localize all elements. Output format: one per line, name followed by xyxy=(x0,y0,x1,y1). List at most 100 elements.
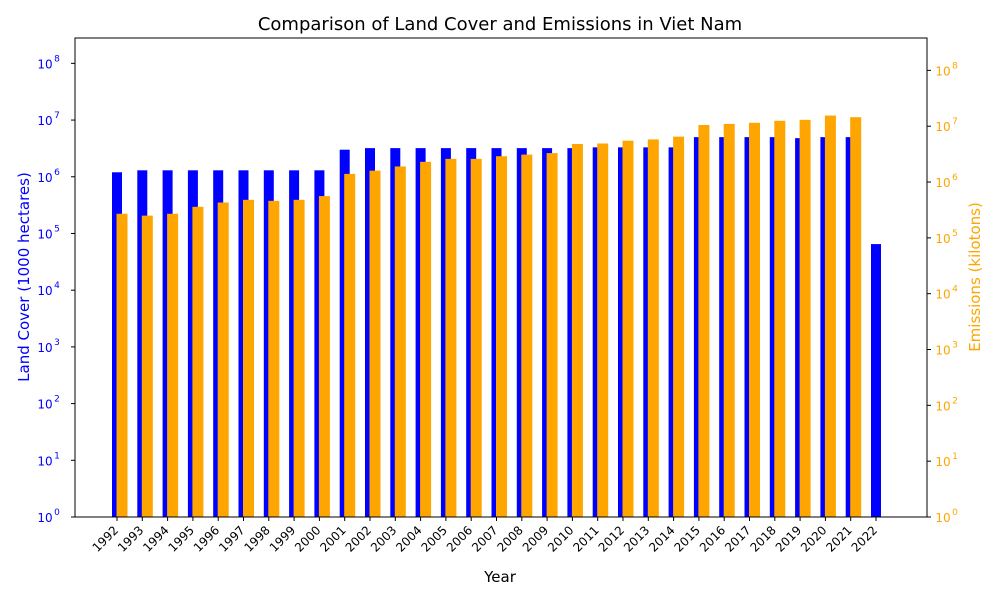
right-tick-label: 10 xyxy=(935,344,950,358)
x-tick-label: 1998 xyxy=(241,523,272,554)
right-tick-exponent: 4 xyxy=(952,285,958,295)
left-tick-label: 10 xyxy=(37,511,52,525)
right-tick-exponent: 2 xyxy=(952,396,958,406)
left-tick-label: 10 xyxy=(37,114,52,128)
x-tick-label: 2020 xyxy=(798,523,829,554)
x-tick-label: 2007 xyxy=(469,523,500,554)
x-tick-label: 2005 xyxy=(419,523,450,554)
right-tick-exponent: 1 xyxy=(952,452,958,462)
x-tick-label: 2000 xyxy=(292,523,323,554)
y-axis-label-left: Land Cover (1000 hectares) xyxy=(15,172,33,382)
emissions-bar-2021 xyxy=(850,117,862,517)
emissions-bar-2003 xyxy=(394,166,406,517)
x-tick-label: 2008 xyxy=(494,523,525,554)
right-tick-exponent: 7 xyxy=(952,117,958,127)
x-axis-label: Year xyxy=(483,568,517,586)
x-tick-label: 1994 xyxy=(140,523,171,554)
emissions-bar-2015 xyxy=(698,125,710,517)
left-tick-exponent: 8 xyxy=(54,54,60,64)
emissions-bar-2007 xyxy=(496,156,507,517)
right-tick-label: 10 xyxy=(935,455,950,469)
x-tick-label: 2012 xyxy=(596,523,627,554)
plot-frame xyxy=(74,37,928,518)
left-tick-label: 10 xyxy=(37,341,52,355)
left-tick-label: 10 xyxy=(37,284,52,298)
x-tick-label: 2006 xyxy=(444,523,475,554)
left-tick-label: 10 xyxy=(37,398,52,412)
emissions-bar-2013 xyxy=(647,139,659,517)
y-axis-label-right: Emissions (kilotons) xyxy=(966,202,984,352)
x-tick-label: 1993 xyxy=(115,523,146,554)
x-tick-label: 2017 xyxy=(722,523,753,554)
emissions-bar-2009 xyxy=(546,153,558,517)
emissions-bar-2012 xyxy=(622,140,634,517)
emissions-bar-2020 xyxy=(824,115,836,517)
emissions-bar-2006 xyxy=(470,158,482,518)
x-tick-label: 1995 xyxy=(166,523,197,554)
emissions-bar-1998 xyxy=(268,200,280,517)
emissions-bar-2008 xyxy=(521,154,533,517)
left-tick-exponent: 0 xyxy=(54,508,60,518)
left-tick-exponent: 3 xyxy=(54,338,60,348)
emissions-bar-1993 xyxy=(141,215,153,517)
emissions-bar-2001 xyxy=(344,173,356,517)
left-tick-label: 10 xyxy=(37,57,52,71)
right-tick-exponent: 6 xyxy=(952,173,958,183)
emissions-bar-2010 xyxy=(571,143,583,518)
emissions-bar-1999 xyxy=(293,199,305,517)
x-tick-label: 2003 xyxy=(368,523,399,554)
x-tick-label: 1992 xyxy=(90,523,121,554)
x-tick-label: 2004 xyxy=(393,523,424,554)
land-cover-bar-2022 xyxy=(871,244,881,517)
x-tick-label: 2021 xyxy=(823,523,854,554)
x-tick-label: 2009 xyxy=(520,523,551,554)
left-tick-exponent: 7 xyxy=(54,111,60,121)
emissions-bar-1994 xyxy=(167,213,179,517)
emissions-bar-2002 xyxy=(369,170,381,517)
left-tick-label: 10 xyxy=(37,171,52,185)
x-tick-label: 2019 xyxy=(773,523,804,554)
right-tick-label: 10 xyxy=(935,399,950,413)
left-tick-exponent: 4 xyxy=(54,281,60,291)
left-tick-exponent: 6 xyxy=(54,168,60,178)
emissions-bar-1996 xyxy=(217,202,229,518)
x-tick-label: 2022 xyxy=(849,523,880,554)
right-tick-label: 10 xyxy=(935,288,950,302)
left-tick-exponent: 5 xyxy=(54,224,60,234)
x-tick-label: 2018 xyxy=(747,523,778,554)
right-tick-label: 10 xyxy=(935,120,950,134)
x-tick-label: 2010 xyxy=(545,523,576,554)
left-tick-exponent: 1 xyxy=(54,451,60,461)
right-tick-label: 10 xyxy=(935,64,950,78)
x-tick-label: 1997 xyxy=(216,523,247,554)
emissions-bar-1992 xyxy=(116,213,128,517)
emissions-bar-2018 xyxy=(774,120,786,517)
left-tick-exponent: 2 xyxy=(54,395,60,405)
emissions-bar-2014 xyxy=(673,136,685,517)
x-tick-label: 2015 xyxy=(672,523,703,554)
right-tick-exponent: 8 xyxy=(952,61,958,71)
right-tick-label: 10 xyxy=(935,176,950,190)
emissions-bar-2019 xyxy=(799,119,811,517)
right-tick-label: 10 xyxy=(935,511,950,525)
x-tick-label: 1999 xyxy=(267,523,298,554)
left-tick-label: 10 xyxy=(37,227,52,241)
x-tick-label: 2014 xyxy=(646,523,677,554)
x-tick-label: 1996 xyxy=(191,523,222,554)
x-tick-label: 2011 xyxy=(570,523,601,554)
emissions-bar-2017 xyxy=(749,122,760,517)
chart-title: Comparison of Land Cover and Emissions i… xyxy=(258,14,742,35)
bars-group xyxy=(112,115,881,518)
left-tick-label: 10 xyxy=(37,454,52,468)
right-tick-exponent: 5 xyxy=(952,229,958,239)
emissions-bar-1997 xyxy=(243,199,254,517)
emissions-bar-2000 xyxy=(318,196,330,517)
emissions-bar-2016 xyxy=(723,123,735,517)
right-tick-exponent: 0 xyxy=(952,508,958,518)
x-tick-label: 2002 xyxy=(343,523,374,554)
emissions-bar-1995 xyxy=(192,206,204,518)
